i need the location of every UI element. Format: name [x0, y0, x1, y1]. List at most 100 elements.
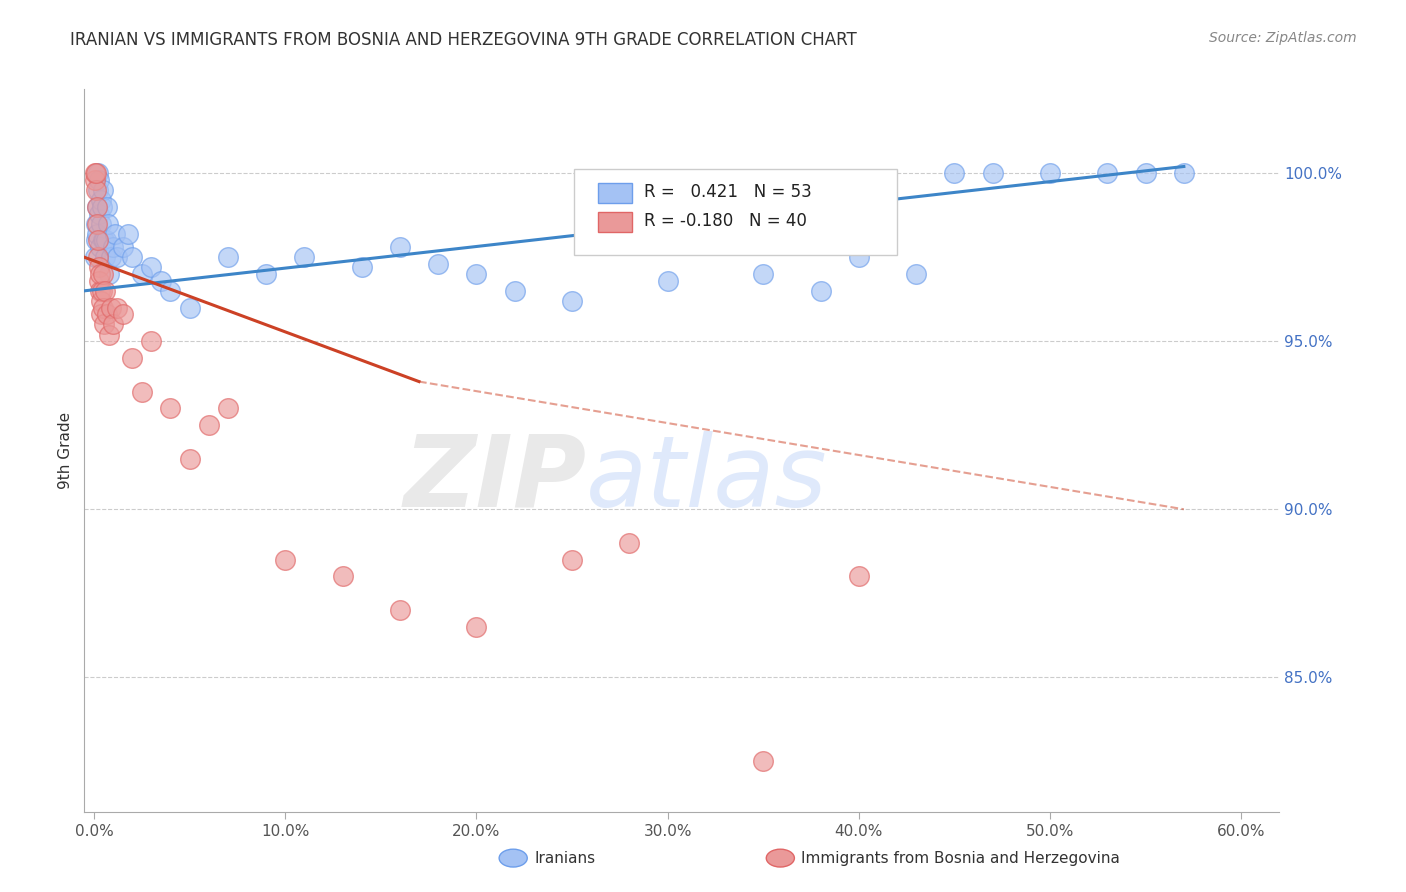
Point: [96, 200, 118, 214]
Text: atlas: atlas: [586, 431, 828, 528]
Point: [905, 267, 928, 281]
Point: [141, 260, 163, 275]
Point: [503, 284, 526, 298]
Point: [86, 200, 108, 214]
Point: [89, 206, 111, 220]
Point: [87, 260, 110, 275]
Text: Immigrants from Bosnia and Herzegovina: Immigrants from Bosnia and Herzegovina: [801, 851, 1121, 865]
Point: [117, 227, 139, 241]
Point: [427, 257, 450, 271]
Point: [83, 250, 105, 264]
Point: [561, 293, 583, 308]
Point: [93, 234, 115, 248]
Point: [90, 293, 112, 308]
Point: [84, 166, 107, 180]
Point: [1097, 166, 1119, 180]
Point: [89, 267, 111, 281]
Point: [101, 318, 124, 332]
Point: [90, 284, 112, 298]
Point: [83, 173, 105, 187]
Point: [87, 173, 110, 187]
Point: [104, 227, 127, 241]
Point: [100, 301, 122, 315]
Point: [657, 274, 679, 288]
Point: [84, 217, 107, 231]
Point: [100, 250, 122, 264]
Point: [84, 183, 107, 197]
Point: [981, 166, 1004, 180]
Point: [89, 284, 111, 298]
Point: [91, 267, 114, 281]
Point: [388, 603, 411, 617]
Point: [465, 267, 488, 281]
Point: [90, 217, 112, 231]
Point: [292, 250, 315, 264]
Point: [90, 193, 112, 207]
FancyBboxPatch shape: [599, 212, 631, 232]
Point: [93, 301, 115, 315]
Point: [121, 351, 143, 365]
FancyBboxPatch shape: [599, 183, 631, 203]
Point: [848, 569, 870, 583]
Point: [86, 200, 108, 214]
Point: [98, 267, 121, 281]
Point: [217, 250, 239, 264]
Text: ZIP: ZIP: [404, 431, 586, 528]
Text: R =   0.421   N = 53: R = 0.421 N = 53: [644, 183, 811, 201]
Point: [84, 234, 107, 248]
Point: [197, 418, 219, 433]
Point: [159, 284, 181, 298]
Point: [561, 552, 583, 566]
Point: [105, 250, 128, 264]
Text: R = -0.180   N = 40: R = -0.180 N = 40: [644, 211, 807, 230]
Point: [943, 166, 966, 180]
Point: [1039, 166, 1062, 180]
Point: [87, 166, 110, 180]
Text: Iranians: Iranians: [534, 851, 595, 865]
Text: IRANIAN VS IMMIGRANTS FROM BOSNIA AND HERZEGOVINA 9TH GRADE CORRELATION CHART: IRANIAN VS IMMIGRANTS FROM BOSNIA AND HE…: [70, 31, 858, 49]
Point: [810, 284, 832, 298]
Point: [350, 260, 373, 275]
Point: [619, 536, 641, 550]
Point: [84, 166, 107, 180]
Point: [89, 274, 111, 288]
Point: [752, 754, 775, 768]
Point: [90, 307, 112, 321]
Point: [93, 183, 115, 197]
Y-axis label: 9th Grade: 9th Grade: [58, 412, 73, 489]
Point: [90, 200, 112, 214]
Point: [94, 250, 117, 264]
Point: [254, 267, 277, 281]
Point: [179, 451, 201, 466]
Point: [105, 301, 128, 315]
Point: [96, 307, 118, 321]
Point: [87, 183, 110, 197]
Point: [159, 401, 181, 416]
Point: [179, 301, 201, 315]
Text: Source: ZipAtlas.com: Source: ZipAtlas.com: [1209, 31, 1357, 45]
Point: [149, 274, 172, 288]
Point: [465, 620, 488, 634]
Point: [848, 250, 870, 264]
Point: [93, 318, 115, 332]
Point: [388, 240, 411, 254]
Point: [274, 552, 297, 566]
Point: [87, 234, 110, 248]
Point: [94, 284, 117, 298]
Point: [131, 384, 153, 399]
FancyBboxPatch shape: [575, 169, 897, 255]
Point: [1135, 166, 1157, 180]
Point: [101, 240, 124, 254]
Point: [332, 569, 354, 583]
Point: [91, 234, 114, 248]
Point: [87, 250, 110, 264]
Point: [1173, 166, 1195, 180]
Point: [96, 234, 118, 248]
Point: [752, 267, 775, 281]
Point: [89, 240, 111, 254]
Point: [111, 307, 134, 321]
Point: [141, 334, 163, 349]
Point: [111, 240, 134, 254]
Point: [98, 327, 121, 342]
Point: [86, 227, 108, 241]
